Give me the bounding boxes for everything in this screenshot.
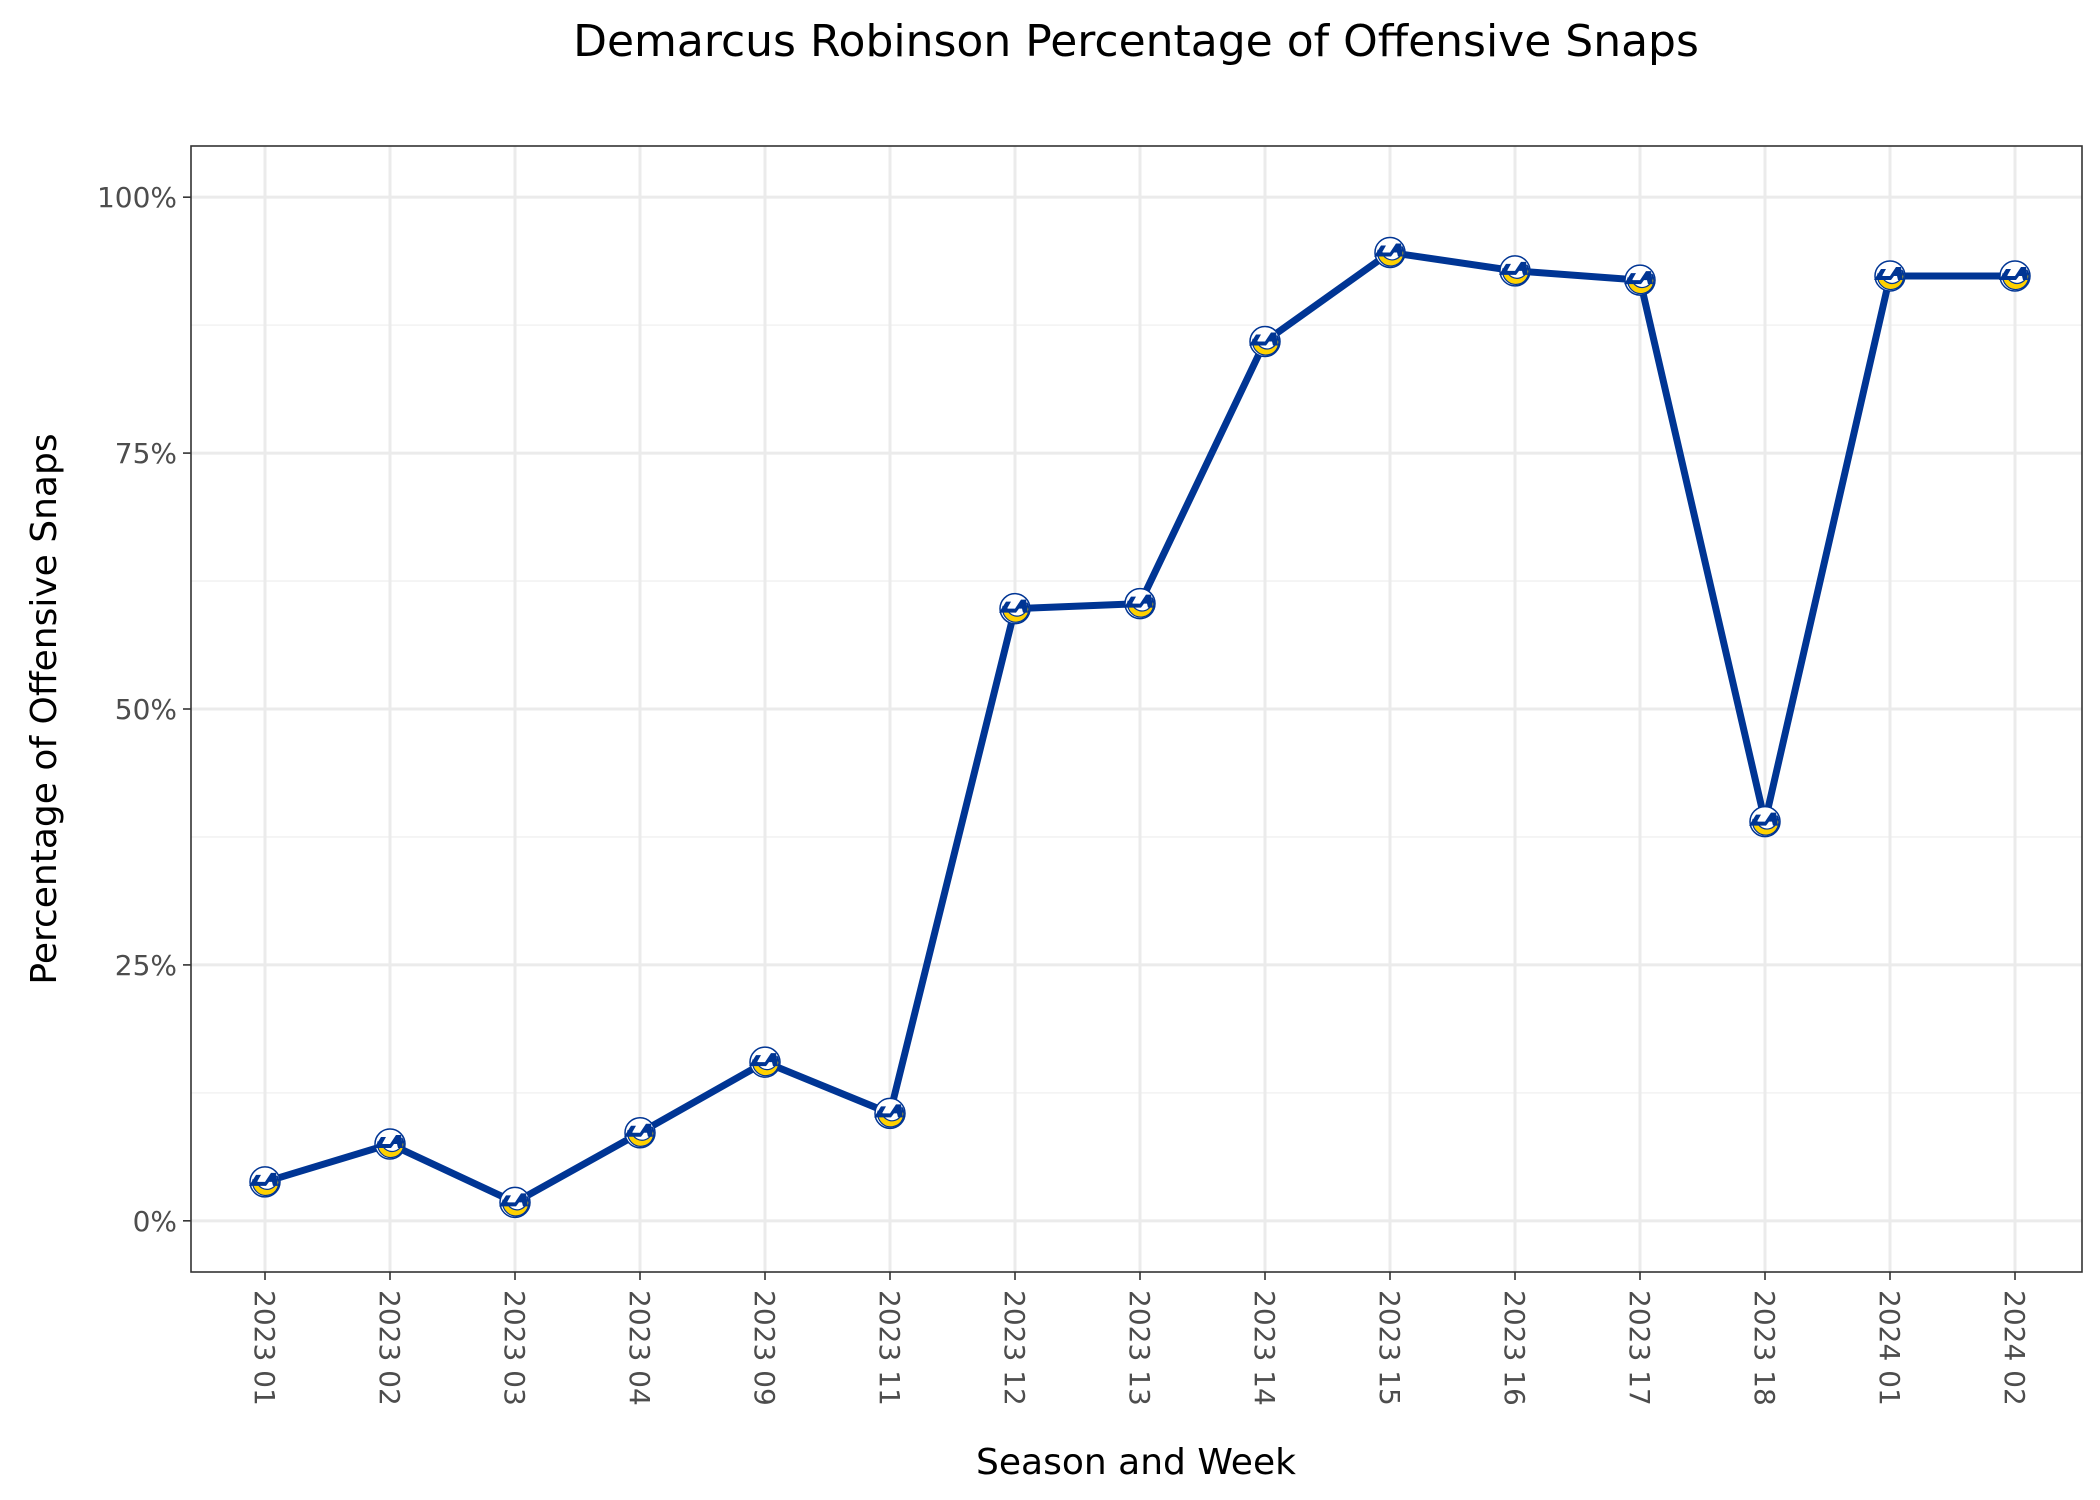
- data-point-logo-icon: [874, 1097, 906, 1130]
- logo-letters: [1874, 267, 1903, 281]
- x-tick-label: 2023 17: [1623, 1290, 1656, 1406]
- x-tick-label: 2023 03: [498, 1290, 531, 1406]
- logo-horn: [752, 1055, 780, 1077]
- logo-horn: [252, 1175, 280, 1197]
- y-tick-label: 25%: [115, 949, 177, 982]
- logo-letters: [374, 1135, 403, 1149]
- y-tick-label: 50%: [115, 693, 177, 726]
- logo-horn: [1752, 815, 1780, 836]
- logo-horn: [1377, 246, 1405, 267]
- x-tick-label: 2023 11: [873, 1290, 906, 1406]
- x-tick-label: 2023 16: [1498, 1290, 1531, 1406]
- logo-letters: [1749, 812, 1778, 826]
- logo-letters: [1624, 271, 1653, 285]
- data-point-logo-icon: [1749, 805, 1781, 838]
- x-tick-label: 2023 15: [1373, 1290, 1406, 1406]
- logo-horn: [1127, 597, 1155, 618]
- logo-letters: [749, 1053, 778, 1067]
- logo-horn: [2002, 269, 2030, 291]
- logo-letters: [499, 1193, 528, 1207]
- chart-title: Demarcus Robinson Percentage of Offensiv…: [573, 16, 1699, 67]
- logo-horn: [1502, 264, 1530, 285]
- logo-letters: [1999, 267, 2028, 281]
- logo-letters: [1499, 261, 1528, 275]
- data-point-logo-icon: [1124, 587, 1156, 620]
- gridlines: [191, 146, 2082, 1272]
- x-tick-label: 2023 12: [998, 1290, 1031, 1406]
- logo-letters: [1249, 332, 1278, 346]
- x-tick-label: 2023 18: [1748, 1290, 1781, 1406]
- marker-layer: [249, 236, 2031, 1219]
- y-tick-label: 75%: [115, 437, 177, 470]
- logo-letters: [999, 599, 1028, 613]
- logo-horn: [1252, 335, 1280, 356]
- y-axis: 0% 25% 50% 75% 100%: [97, 181, 191, 1238]
- logo-horn: [1877, 269, 1905, 291]
- data-point-logo-icon: [749, 1046, 781, 1078]
- y-tick-label: 100%: [97, 181, 177, 214]
- logo-letters: [1374, 243, 1403, 257]
- x-tick-label: 2024 01: [1873, 1290, 1906, 1406]
- x-tick-label: 2024 02: [1998, 1290, 2031, 1406]
- x-tick-label: 2023 04: [623, 1290, 656, 1406]
- x-tick-label: 2023 02: [373, 1290, 406, 1406]
- data-point-logo-icon: [1499, 255, 1531, 287]
- x-axis: 2023 01 2023 02 2023 03 2023 04 2023 09 2023 …: [248, 1272, 2031, 1406]
- logo-horn: [502, 1196, 530, 1217]
- data-point-logo-icon: [1624, 264, 1656, 296]
- data-point-logo-icon: [1374, 236, 1406, 269]
- logo-letters: [249, 1172, 278, 1186]
- data-point-logo-icon: [499, 1186, 531, 1219]
- logo-letters: [1124, 594, 1153, 608]
- logo-horn: [1627, 273, 1655, 295]
- data-point-logo-icon: [1874, 260, 1906, 292]
- y-axis-title: Percentage of Offensive Snaps: [24, 433, 65, 984]
- logo-horn: [877, 1107, 905, 1128]
- logo-horn: [377, 1137, 405, 1159]
- x-tick-label: 2023 01: [248, 1290, 281, 1406]
- data-point-logo-icon: [374, 1128, 406, 1160]
- y-tick-label: 0%: [133, 1205, 177, 1238]
- data-point-logo-icon: [624, 1117, 656, 1149]
- logo-horn: [627, 1126, 655, 1147]
- data-point-logo-icon: [1999, 260, 2031, 292]
- x-tick-label: 2023 09: [748, 1290, 781, 1406]
- logo-letters: [624, 1123, 653, 1137]
- logo-horn: [1002, 602, 1030, 623]
- x-tick-label: 2023 14: [1248, 1290, 1281, 1406]
- logo-letters: [874, 1104, 903, 1118]
- x-tick-label: 2023 13: [1123, 1290, 1156, 1406]
- data-point-logo-icon: [999, 592, 1031, 625]
- data-point-logo-icon: [249, 1166, 281, 1198]
- data-point-logo-icon: [1249, 325, 1281, 358]
- x-axis-title: Season and Week: [976, 1442, 1296, 1483]
